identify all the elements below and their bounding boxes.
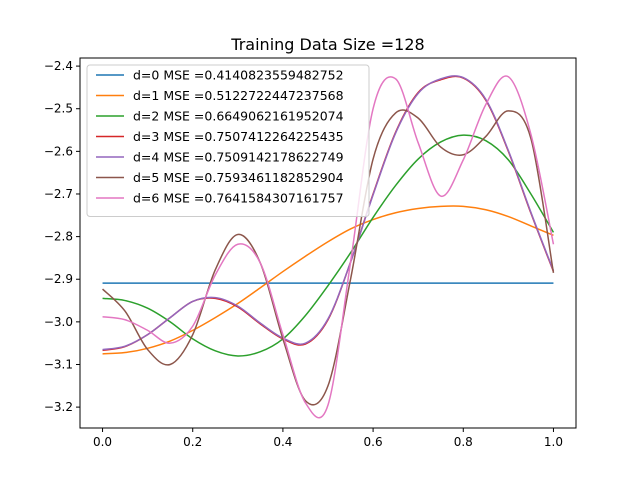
y-tick-label: −2.4 [44,59,73,73]
x-tick-label: 0.8 [454,435,473,449]
y-tick-label: −2.7 [44,187,73,201]
legend-label: d=2 MSE =0.6649062161952074 [133,109,344,124]
series-line-d1 [102,205,554,355]
series-line-d5 [102,109,555,406]
y-tick-label: −2.8 [44,230,73,244]
series-line-d2 [102,134,555,357]
plot-area: 0.0 0.2 0.4 0.6 0.8 1.0 −3.2−3.1−3.0−2.9−2.8−… [44,57,577,449]
legend-label: d=1 MSE =0.5122722447237568 [133,88,344,103]
x-tick-label: 0.4 [273,435,292,449]
series-line-d6 [102,75,555,419]
y-tick-label: −3.2 [44,400,73,414]
x-axis: 0.0 0.2 0.4 0.6 0.8 1.0 [93,428,563,449]
legend-label: d=3 MSE =0.7507412264225435 [133,129,344,144]
legend-label: d=5 MSE =0.7593461182852904 [133,170,344,185]
x-tick-label: 0.6 [364,435,383,449]
y-tick-label: −2.5 [44,102,73,116]
x-tick-label: 0.2 [183,435,202,449]
y-tick-label: −2.6 [44,144,73,158]
y-tick-label: −3.1 [44,357,73,371]
legend: d=0 MSE =0.4140823559482752 d=1 MSE =0.51… [86,64,370,217]
y-tick-label: −3.0 [44,315,73,329]
chart-title: Training Data Size =128 [230,35,424,54]
y-axis: −3.2 −3.1 −3.0 −2.9 −2.8 −2.7 −2.6 −2.5 −2.4 [44,59,80,414]
series-line-d4 [102,75,555,351]
y-tick-label: −2.9 [44,272,73,286]
x-tick-label: 0.0 [93,435,112,449]
legend-label: d=0 MSE =0.4140823559482752 [133,68,344,83]
series-layer [102,75,555,419]
plot-frame [79,57,577,429]
x-tick-label: 1.0 [544,435,563,449]
legend-label: d=4 MSE =0.7509142178622749 [133,150,344,165]
legend-box [86,64,370,217]
legend-label: d=6 MSE =0.7641584307161757 [133,191,344,206]
